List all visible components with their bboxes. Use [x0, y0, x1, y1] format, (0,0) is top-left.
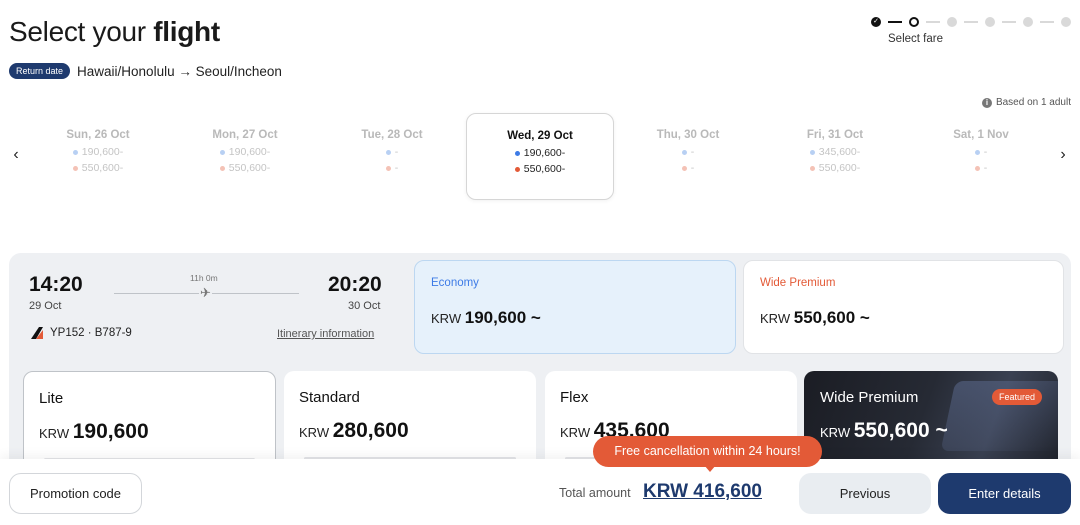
step-connector: [926, 21, 940, 23]
page-title-prefix: Select your: [9, 16, 146, 47]
fare-name: Flex: [560, 389, 589, 406]
page-title-bold: flight: [153, 16, 220, 47]
economy-price: -: [907, 146, 1055, 158]
premium-price: -: [614, 162, 762, 174]
economy-price: 190,600-: [24, 146, 172, 158]
departure-date: 29 Oct: [29, 300, 62, 312]
date-label: Tue, 28 Oct: [361, 129, 423, 141]
arrival-time: 20:20: [328, 273, 382, 296]
cabin-price: KRW 550,600 ~: [760, 308, 870, 327]
economy-price: 190,600-: [467, 147, 613, 159]
total-amount-label: Total amount: [559, 486, 631, 500]
route-row: Return date Hawaii/Honolulu → Seoul/Inch…: [9, 63, 282, 79]
airplane-icon: ✈: [199, 285, 212, 301]
step-4: [985, 17, 995, 27]
economy-price: -: [614, 146, 762, 158]
enter-details-button[interactable]: Enter details: [938, 473, 1071, 514]
step-connector: [1002, 21, 1016, 23]
flight-duration: 11h 0m: [190, 273, 218, 283]
premium-price: 550,600-: [467, 163, 613, 175]
fare-divider: [304, 457, 516, 460]
date-option[interactable]: Tue, 28 Oct - -: [318, 113, 466, 200]
fare-price: KRW 190,600: [39, 420, 149, 443]
based-on-note: i Based on 1 adult: [981, 97, 1071, 108]
cabin-name: Economy: [431, 277, 479, 289]
date-option[interactable]: Sun, 26 Oct 190,600- 550,600-: [24, 113, 172, 200]
date-option[interactable]: Thu, 30 Oct - -: [614, 113, 762, 200]
previous-button[interactable]: Previous: [799, 473, 931, 514]
tooltip-tail: [704, 465, 716, 472]
premium-price: 550,600-: [761, 162, 909, 174]
itinerary-info-link[interactable]: Itinerary information: [277, 328, 375, 340]
departure-time: 14:20: [29, 273, 83, 296]
fare-name: Wide Premium: [820, 389, 919, 406]
fare-price: KRW 550,600 ~: [820, 419, 948, 442]
date-label: Fri, 31 Oct: [806, 129, 864, 141]
step-6: [1061, 17, 1071, 27]
cabin-economy-option[interactable]: Economy KRW 190,600 ~: [414, 260, 736, 354]
cabin-name: Wide Premium: [760, 277, 836, 289]
premium-price: -: [318, 162, 466, 174]
date-label: Mon, 27 Oct: [212, 129, 278, 141]
cabin-price: KRW 190,600 ~: [431, 308, 541, 327]
return-date-badge: Return date: [9, 63, 71, 79]
progress-stepper: ✓: [871, 15, 1076, 29]
step-2-current: [909, 17, 919, 27]
info-icon: i: [981, 97, 992, 108]
step-connector: [888, 21, 902, 23]
step-5: [1023, 17, 1033, 27]
economy-price: 190,600-: [171, 146, 319, 158]
date-label: Thu, 30 Oct: [656, 129, 720, 141]
date-label: Sat, 1 Nov: [953, 129, 1009, 141]
featured-badge: Featured: [991, 389, 1042, 405]
date-option[interactable]: Sat, 1 Nov - -: [907, 113, 1055, 200]
date-label: Sun, 26 Oct: [66, 129, 130, 141]
date-option-selected[interactable]: Wed, 29 Oct 190,600- 550,600-: [466, 113, 614, 200]
route-text: Hawaii/Honolulu → Seoul/Incheon: [77, 63, 282, 79]
chevron-left-icon[interactable]: ‹: [13, 146, 19, 163]
date-label: Wed, 29 Oct: [507, 130, 573, 142]
step-3: [947, 17, 957, 27]
date-option[interactable]: Mon, 27 Oct 190,600- 550,600-: [171, 113, 319, 200]
airline-logo: [31, 327, 43, 339]
total-amount-value[interactable]: KRW 416,600: [643, 481, 762, 502]
fare-price: KRW 280,600: [299, 419, 409, 442]
fare-name: Standard: [299, 389, 360, 406]
economy-price: 345,600-: [761, 146, 909, 158]
premium-price: 550,600-: [24, 162, 172, 174]
step-connector: [1040, 21, 1054, 23]
stepper-current-label: Select fare: [888, 33, 943, 45]
chevron-right-icon[interactable]: ›: [1060, 146, 1066, 163]
cabin-wide-premium-option[interactable]: Wide Premium KRW 550,600 ~: [743, 260, 1064, 354]
step-1-check-icon: ✓: [871, 17, 881, 27]
premium-price: -: [907, 162, 1055, 174]
based-on-text: Based on 1 adult: [995, 97, 1071, 108]
economy-price: -: [318, 146, 466, 158]
free-cancellation-tooltip: Free cancellation within 24 hours!: [593, 436, 822, 467]
step-connector: [964, 21, 978, 23]
flight-number: YP152 · B787-9: [50, 327, 132, 339]
premium-price: 550,600-: [171, 162, 319, 174]
page-title: Select your flight: [9, 16, 220, 48]
date-option[interactable]: Fri, 31 Oct 345,600- 550,600-: [761, 113, 909, 200]
fare-name: Lite: [39, 390, 64, 407]
promotion-code-button[interactable]: Promotion code: [9, 473, 142, 514]
arrival-date: 30 Oct: [348, 300, 381, 312]
